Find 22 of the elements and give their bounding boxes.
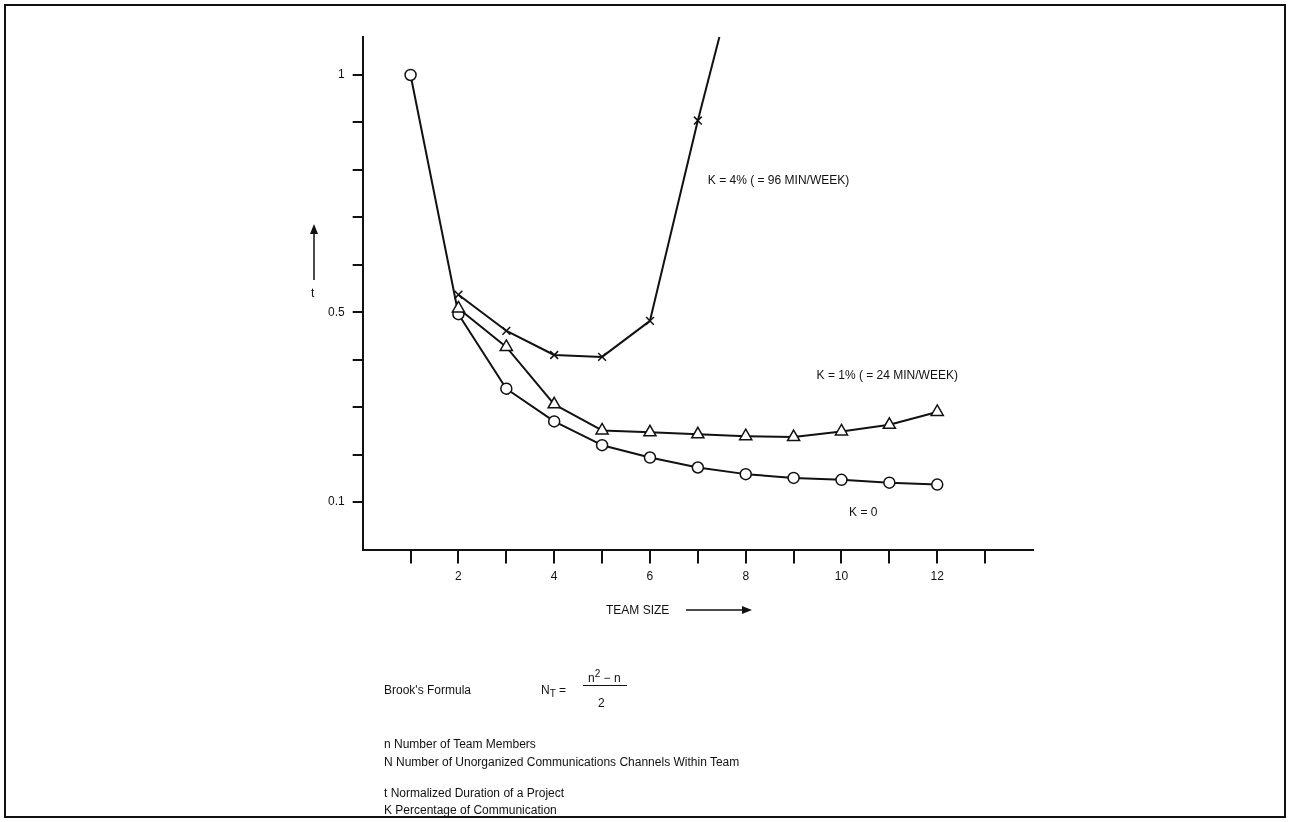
text: 2: [598, 696, 605, 710]
x-tick-label: 8: [742, 569, 750, 584]
text: K Percentage of Communication: [384, 803, 557, 817]
y-tick-label: 0.5: [327, 304, 345, 319]
text: n Number of Team Members: [384, 737, 536, 751]
x-tick-label: 4: [550, 569, 558, 584]
text: n$^{2}$ − n: [588, 667, 621, 685]
series-label: K = 0: [849, 504, 878, 519]
x-tick-label: 2: [455, 569, 463, 584]
y-tick-label: 0.1: [327, 494, 345, 509]
x-tick-label: 6: [646, 569, 654, 584]
text: N Number of Unorganized Communications Channels Within Team: [384, 754, 741, 770]
text: K = 1% ( = 24 MIN/WEEK): [816, 368, 958, 383]
text: Brook's Formula: [384, 683, 471, 697]
series-label: K = 4% ( = 96 MIN/WEEK): [707, 172, 850, 187]
x-tick-label: 10: [834, 569, 849, 584]
y-tick-label: 1: [337, 67, 345, 82]
y-axis-title: t: [311, 286, 315, 300]
text: N$_{T}$ =: [541, 683, 567, 702]
x-tick-label: 12: [930, 569, 945, 584]
x-axis-title: TEAM SIZE: [606, 603, 670, 617]
text: t Normalized Duration of a Project: [384, 786, 565, 800]
